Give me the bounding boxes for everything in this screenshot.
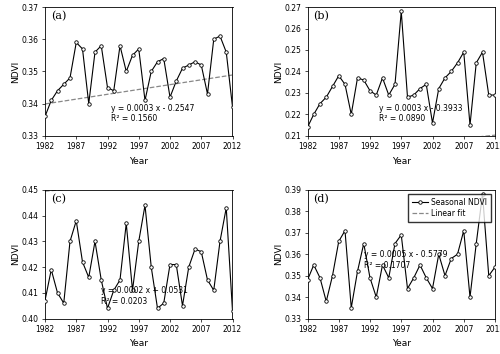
Text: y = 0.0003 x - 0.3933
R² = 0.0890: y = 0.0003 x - 0.3933 R² = 0.0890: [379, 103, 462, 123]
Y-axis label: NDVI: NDVI: [12, 60, 20, 82]
Legend: Seasonal NDVI, Linear fit: Seasonal NDVI, Linear fit: [408, 194, 491, 222]
Text: (b): (b): [313, 11, 329, 21]
Y-axis label: NDVI: NDVI: [274, 60, 283, 82]
X-axis label: Year: Year: [129, 339, 148, 348]
X-axis label: Year: Year: [129, 156, 148, 166]
Y-axis label: NDVI: NDVI: [12, 243, 20, 266]
X-axis label: Year: Year: [392, 156, 411, 166]
Text: (c): (c): [50, 194, 66, 204]
X-axis label: Year: Year: [392, 339, 411, 348]
Text: y = 0.0005 x - 0.5779
R² = 0.1707: y = 0.0005 x - 0.5779 R² = 0.1707: [364, 250, 448, 270]
Y-axis label: NDVI: NDVI: [274, 243, 283, 266]
Text: y = 0.0003 x - 0.2547
R² = 0.1560: y = 0.0003 x - 0.2547 R² = 0.1560: [110, 103, 194, 123]
Text: (d): (d): [313, 194, 329, 204]
Text: y = 0.0002 x + 0.0531
R² = 0.0203: y = 0.0002 x + 0.0531 R² = 0.0203: [101, 286, 188, 306]
Text: (a): (a): [50, 11, 66, 21]
